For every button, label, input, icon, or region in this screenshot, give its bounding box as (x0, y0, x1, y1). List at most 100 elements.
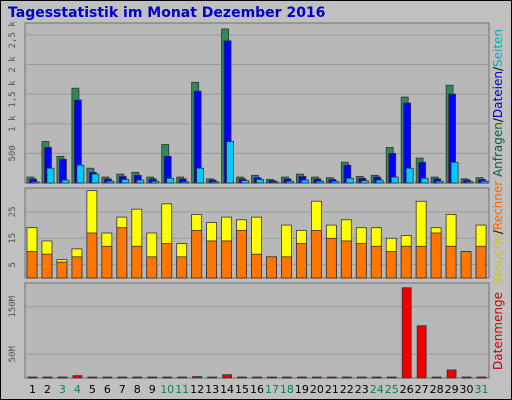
bar-datenmenge (297, 376, 307, 379)
bar-seiten (61, 179, 70, 184)
x-tick-label: 19 (295, 383, 309, 396)
bar-datenmenge (476, 376, 487, 379)
bar-seiten (420, 177, 429, 184)
bar-rechner (191, 229, 203, 279)
bar-rechner (355, 243, 367, 279)
page-title: Tagesstatistik im Monat Dezember 2016 (8, 5, 326, 21)
bar-seiten (465, 181, 474, 184)
bar-datenmenge (416, 325, 427, 379)
plot-area-3 (24, 282, 490, 379)
x-tick-label: 7 (119, 383, 126, 396)
bar-rechner (460, 251, 472, 279)
bar-rechner (266, 256, 277, 279)
bar-datenmenge (42, 376, 53, 379)
bar-seiten (166, 177, 175, 184)
y-tick-label: 15 (8, 233, 18, 244)
bar-seiten (315, 180, 324, 184)
bar-rechner (56, 261, 68, 279)
bar-seiten (435, 180, 444, 184)
y-tick-label: 50M (8, 346, 18, 363)
x-tick-label: 26 (400, 383, 414, 396)
bar-rechner (161, 243, 173, 279)
legend-entry: Dateien (491, 71, 505, 118)
bar-rechner (71, 256, 83, 279)
bar-seiten (196, 167, 205, 184)
bar-datenmenge (446, 369, 457, 379)
bar-rechner (281, 256, 292, 279)
bar-datenmenge (237, 376, 247, 379)
bar-rechner (400, 245, 412, 279)
bar-rechner (86, 232, 98, 279)
y-tick-label: 2,5 k (8, 21, 18, 49)
plot-area-1 (24, 22, 490, 184)
bar-rechner (206, 240, 218, 279)
bar-seiten (241, 180, 249, 184)
bar-seiten (330, 180, 339, 184)
bar-rechner (296, 243, 307, 279)
bar-seiten (76, 164, 85, 184)
bar-rechner (415, 245, 427, 279)
bar-rechner (385, 251, 397, 279)
bar-datenmenge (326, 376, 337, 379)
bar-datenmenge (72, 375, 83, 379)
x-tick-label: 2 (44, 383, 51, 396)
y-tick-label: 25 (8, 206, 18, 217)
bar-datenmenge (282, 376, 292, 379)
x-tick-label: 15 (235, 383, 249, 396)
bar-datenmenge (132, 376, 143, 379)
y-tick-label: 1 k (8, 115, 18, 132)
x-tick-label: 22 (340, 383, 354, 396)
bar-seiten (271, 181, 279, 184)
bar-rechner (310, 229, 322, 279)
bar-seiten (46, 167, 55, 184)
x-tick-label: 29 (445, 383, 459, 396)
x-tick-label: 20 (310, 383, 324, 396)
bar-rechner (251, 253, 262, 279)
legend-entry: / (491, 229, 505, 234)
bar-rechner (146, 256, 158, 279)
bar-seiten (226, 141, 234, 184)
legend-entry: Seiten (491, 29, 505, 67)
bar-rechner (176, 256, 188, 279)
bar-datenmenge (401, 287, 412, 379)
x-tick-label: 25 (385, 383, 399, 396)
bar-seiten (211, 181, 220, 184)
bar-seiten (450, 161, 459, 184)
x-tick-label: 12 (190, 383, 204, 396)
x-tick-label: 18 (280, 383, 294, 396)
x-tick-label: 8 (134, 383, 141, 396)
legend-entry: / (491, 117, 505, 122)
x-tick-label: 9 (149, 383, 156, 396)
bar-datenmenge (311, 376, 322, 379)
bar-rechner (236, 229, 247, 279)
bar-seiten (106, 180, 115, 184)
bar-datenmenge (192, 376, 203, 379)
x-tick-label: 10 (160, 383, 174, 396)
bar-rechner (370, 245, 382, 279)
bar-seiten (286, 180, 294, 184)
bar-datenmenge (356, 376, 367, 379)
bar-seiten (480, 180, 489, 184)
x-tick-label: 21 (325, 383, 339, 396)
x-tick-label: 4 (74, 383, 81, 396)
bar-seiten (121, 179, 130, 184)
bar-seiten (256, 179, 264, 184)
bar-rechner (221, 240, 232, 279)
x-tick-label: 17 (265, 383, 279, 396)
bar-datenmenge (267, 376, 277, 379)
x-tick-label: 14 (220, 383, 234, 396)
x-tick-label: 31 (475, 383, 489, 396)
x-tick-label: 28 (430, 383, 444, 396)
x-tick-label: 5 (89, 383, 96, 396)
y-tick-label: 2 k (8, 56, 18, 73)
bar-datenmenge (177, 376, 188, 379)
legend-entry: Rechner (491, 181, 505, 230)
bar-datenmenge (87, 376, 98, 379)
bar-datenmenge (27, 376, 38, 379)
bar-rechner (430, 232, 442, 279)
bar-datenmenge (222, 374, 232, 379)
bar-rechner (101, 245, 113, 279)
bar-rechner (340, 240, 352, 279)
legend-entry: Datenmenge (491, 292, 505, 370)
